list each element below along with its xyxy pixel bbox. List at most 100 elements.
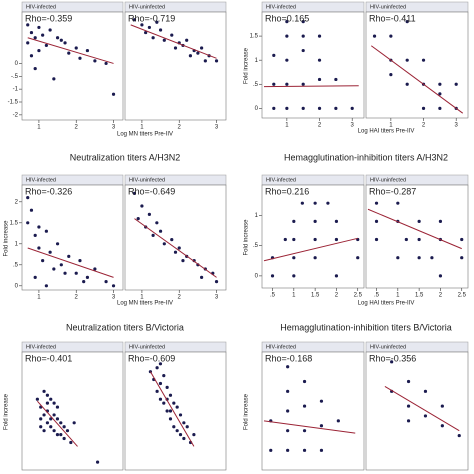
plot-area bbox=[21, 351, 124, 471]
data-point bbox=[44, 43, 48, 48]
data-point bbox=[45, 421, 50, 425]
data-point bbox=[158, 381, 163, 386]
data-point bbox=[29, 30, 34, 35]
rho-annotation: Rho=-0.649 bbox=[128, 186, 175, 196]
data-point bbox=[59, 38, 63, 42]
data-point bbox=[162, 38, 166, 42]
data-point bbox=[423, 414, 428, 418]
fit-line bbox=[134, 218, 217, 278]
data-point bbox=[33, 233, 37, 237]
data-point bbox=[301, 48, 305, 53]
data-point bbox=[396, 201, 400, 205]
data-point bbox=[406, 379, 411, 384]
data-point bbox=[185, 38, 189, 42]
y-tick-label: -.5 bbox=[11, 74, 19, 80]
data-point bbox=[270, 274, 275, 278]
data-point bbox=[285, 82, 289, 86]
panel-label: HIV-uninfected bbox=[370, 344, 406, 350]
panel-label: HIV-infected bbox=[266, 4, 296, 10]
data-point bbox=[33, 66, 37, 71]
rho-annotation: Rho=-0.401 bbox=[25, 353, 72, 363]
data-point bbox=[104, 280, 108, 284]
data-point bbox=[49, 417, 53, 421]
data-point bbox=[182, 436, 186, 441]
data-point bbox=[417, 237, 421, 242]
data-point bbox=[168, 417, 173, 421]
data-point bbox=[302, 379, 307, 384]
chart-title: Hemagglutination-inhibition titers A/H3N… bbox=[284, 152, 448, 162]
data-point bbox=[151, 233, 155, 237]
x-tick-label: 2 bbox=[335, 293, 339, 299]
x-tick-label: 2.5 bbox=[354, 293, 363, 299]
x-tick-label: .5 bbox=[270, 293, 276, 299]
data-point bbox=[334, 77, 338, 82]
y-tick-label: 0 bbox=[255, 273, 259, 279]
data-point bbox=[313, 201, 317, 205]
data-point bbox=[405, 20, 409, 24]
data-point bbox=[334, 237, 339, 242]
data-point bbox=[45, 393, 50, 397]
panel-label: HIV-infected bbox=[26, 4, 56, 10]
data-point bbox=[214, 59, 219, 63]
data-point bbox=[55, 242, 60, 246]
y-axis-label: Fold increase bbox=[4, 220, 10, 257]
data-point bbox=[59, 263, 63, 267]
data-point bbox=[188, 54, 193, 58]
x-tick-label: 2 bbox=[318, 123, 322, 129]
data-point bbox=[313, 219, 317, 223]
x-tick-label: 2 bbox=[422, 123, 426, 129]
data-point bbox=[78, 259, 82, 263]
data-point bbox=[162, 242, 166, 246]
x-axis-label: Log MN titers Pre-IIV bbox=[117, 132, 173, 138]
data-point bbox=[72, 421, 76, 425]
data-point bbox=[454, 82, 458, 86]
data-point bbox=[168, 409, 173, 413]
data-point bbox=[423, 389, 428, 393]
chart-title: Neutralization titers A/H3N2 bbox=[70, 152, 181, 162]
x-tick-label: 1 bbox=[37, 295, 41, 301]
fit-line bbox=[149, 371, 195, 447]
data-point bbox=[285, 34, 289, 38]
data-point bbox=[350, 106, 354, 110]
data-point bbox=[181, 259, 185, 263]
x-tick-label: 1.5 bbox=[415, 293, 424, 299]
data-point bbox=[59, 421, 63, 425]
plot-area bbox=[365, 351, 469, 471]
data-point bbox=[63, 271, 67, 275]
data-point bbox=[313, 256, 317, 260]
y-tick-label: 1 bbox=[15, 241, 19, 247]
data-point bbox=[406, 419, 411, 423]
x-tick-label: 1 bbox=[396, 293, 400, 299]
data-point bbox=[292, 237, 296, 242]
data-point bbox=[200, 46, 204, 50]
panel-label: HIV-uninfected bbox=[370, 177, 406, 183]
data-point bbox=[26, 221, 30, 225]
data-point bbox=[440, 404, 444, 408]
data-point bbox=[372, 34, 377, 38]
data-point bbox=[55, 36, 60, 40]
x-tick-label: 3 bbox=[112, 295, 116, 301]
data-point bbox=[155, 221, 159, 225]
data-point bbox=[41, 33, 45, 37]
x-axis-label: Log HAI titers Pre-IIV bbox=[358, 129, 415, 135]
plot-area bbox=[21, 184, 124, 291]
data-point bbox=[292, 256, 296, 260]
data-point bbox=[42, 413, 46, 417]
data-point bbox=[404, 237, 408, 242]
y-tick-label: .5 bbox=[253, 243, 259, 249]
rho-annotation: Rho=-0.411 bbox=[369, 13, 416, 23]
data-point bbox=[155, 366, 159, 370]
y-tick-label: 1 bbox=[255, 58, 259, 64]
data-point bbox=[35, 397, 39, 401]
data-point bbox=[192, 433, 196, 437]
x-tick-label: 1 bbox=[140, 125, 144, 131]
data-point bbox=[301, 20, 305, 24]
x-tick-label: 1 bbox=[285, 123, 289, 129]
data-point bbox=[440, 424, 444, 428]
data-point bbox=[132, 18, 137, 22]
x-tick-label: 1 bbox=[292, 293, 296, 299]
data-point bbox=[49, 397, 53, 401]
data-point bbox=[42, 389, 46, 393]
data-point bbox=[175, 429, 179, 433]
x-tick-label: 2.5 bbox=[458, 293, 467, 299]
